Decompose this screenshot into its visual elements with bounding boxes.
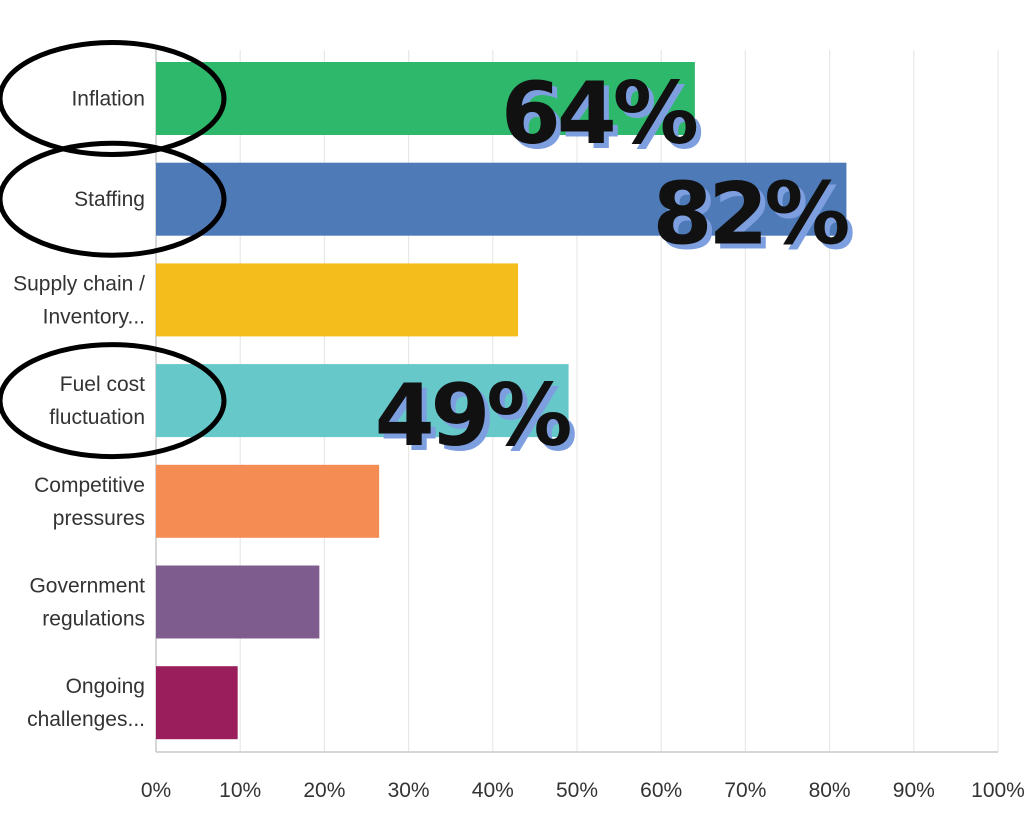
x-axis-tick-labels: 0% 10% 20% 30% 40% 50% 60% 70% 80% 90% 100%	[141, 779, 1024, 802]
bar	[156, 263, 519, 337]
bar	[156, 565, 320, 639]
x-tick-label: 100%	[971, 779, 1024, 802]
bar	[156, 62, 695, 135]
x-tick-label: 10%	[219, 779, 261, 802]
bar	[156, 666, 238, 740]
x-tick-label: 60%	[640, 779, 682, 802]
category-label: Competitive pressures	[34, 474, 145, 530]
percentage-callout: 82%	[653, 165, 849, 265]
highlight-circle	[0, 140, 227, 258]
highlight-circle	[0, 342, 227, 460]
bar	[156, 464, 380, 538]
percentage-callout: 64%	[501, 64, 697, 164]
x-tick-label: 50%	[556, 779, 598, 802]
callout-shadow: 64%	[506, 69, 702, 169]
x-tick-label: 40%	[472, 779, 514, 802]
bar	[156, 162, 847, 236]
x-tick-label: 30%	[388, 779, 430, 802]
category-labels: Inflation Staffing Supply chain / Inventory…	[13, 88, 145, 732]
highlight-circle	[0, 40, 227, 157]
x-tick-label: 20%	[303, 779, 345, 802]
x-tick-label: 70%	[724, 779, 766, 802]
bars	[156, 62, 847, 740]
x-tick-label: 80%	[809, 779, 851, 802]
category-label: Inflation	[71, 88, 145, 111]
callout-shadow: 49%	[380, 371, 576, 471]
category-label: Government regulations	[29, 575, 145, 631]
category-label: Fuel cost fluctuation	[49, 373, 145, 429]
percentage-callouts: 64%64%82%82% 49%49%	[375, 64, 858, 471]
x-tick-label: 0%	[141, 779, 171, 802]
category-label: Supply chain / Inventory...	[13, 272, 145, 328]
category-label: Staffing	[74, 188, 145, 211]
callout-shadow: 82%	[658, 170, 854, 270]
highlight-circles	[0, 40, 227, 460]
x-tick-label: 90%	[893, 779, 935, 802]
percentage-callout: 49%	[375, 366, 571, 466]
category-label: Ongoing challenges...	[27, 675, 145, 731]
